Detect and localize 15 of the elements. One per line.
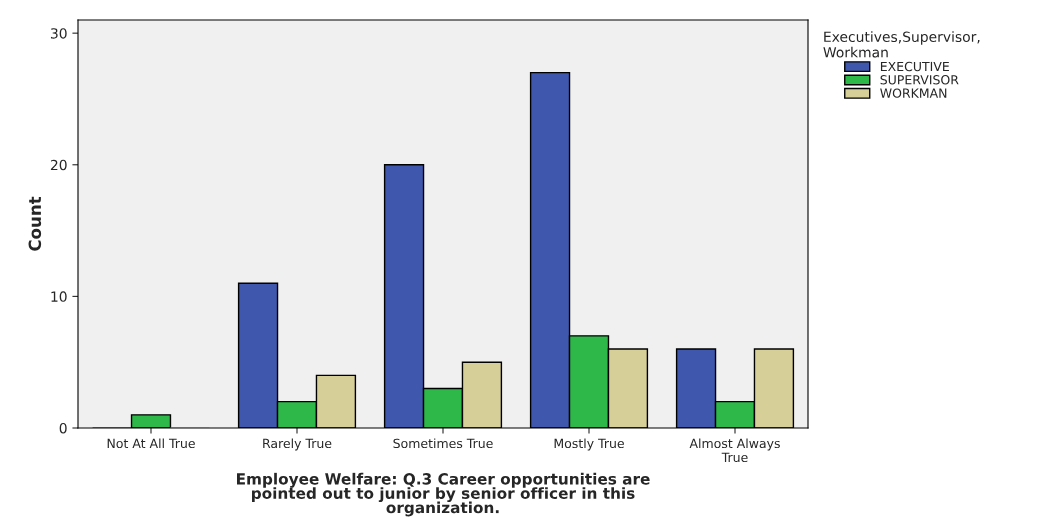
legend-label: EXECUTIVE [880,61,949,72]
y-tick-label: 30 [50,28,67,39]
x-tick-label: Not At All True [107,438,195,449]
y-tick-label: 0 [59,422,67,434]
x-axis-title: Employee Welfare: Q.3 Career opportunities are pointed out to junior by senior officer in this organization. [237,472,650,517]
legend-label: SUPERVISOR [880,75,959,85]
x-tick-label: Sometimes True [393,438,493,449]
x-tick-label: Rarely True [263,438,332,451]
y-axis-title: Count [28,196,42,251]
legend-label: WORKMAN [880,88,947,98]
legend-title: Executives,Supervisor, Workman [823,31,980,58]
x-tick-label: Almost Always True [689,438,780,463]
y-tick-label: 20 [50,159,67,171]
x-tick-label: Mostly True [554,438,624,451]
y-tick-label: 10 [51,291,67,302]
